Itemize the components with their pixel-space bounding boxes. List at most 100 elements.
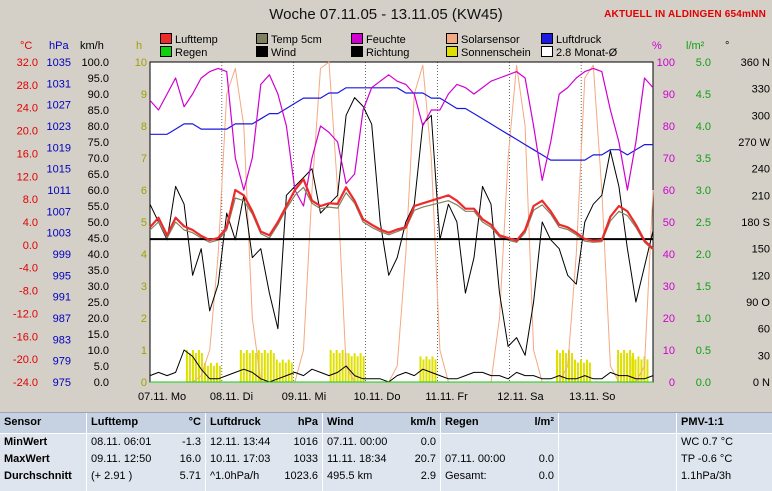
- lufttemp-min: 08.11. 06:01 -1.3: [91, 436, 201, 448]
- wind-tick-label: 45.0: [88, 233, 109, 245]
- series-wind: [149, 349, 654, 383]
- sunshine-bar: [585, 359, 588, 382]
- sunshine-bar: [431, 356, 434, 382]
- sunshine-bar: [646, 359, 649, 382]
- x-tick-label: 08.11. Di: [210, 391, 253, 403]
- sunshine-bar: [617, 350, 620, 382]
- wind-tick-label: 40.0: [88, 249, 109, 261]
- sun-tick-label: 5: [141, 217, 147, 229]
- pmv-dewpoint: TP -0.6 °C: [681, 453, 733, 465]
- sunshine-bar: [185, 350, 188, 382]
- pressure-tick-label: 995: [53, 270, 71, 282]
- sun-tick-label: 1: [141, 345, 147, 357]
- sunshine-bar: [269, 350, 272, 382]
- regen-row-2: 07.11. 00:00 0.0: [445, 453, 554, 465]
- humidity-tick-label: 60: [663, 185, 675, 197]
- humidity-tick-label: 90: [663, 89, 675, 101]
- pressure-tick-label: 1023: [47, 121, 71, 133]
- temp-tick-label: -24.0: [13, 377, 38, 389]
- unit-sun: h: [136, 40, 143, 52]
- regen-total: Gesamt: 0.0: [445, 470, 554, 482]
- col-sensor-header: Sensor: [0, 413, 86, 434]
- pressure-tick-label: 983: [53, 334, 71, 346]
- sunshine-bar: [561, 350, 564, 382]
- wind-max: 11.11. 18:34 20.7: [327, 453, 436, 465]
- wind-tick-label: 85.0: [88, 105, 109, 117]
- wind-tick-label: 50.0: [88, 217, 109, 229]
- sunshine-bar: [558, 353, 561, 382]
- sunshine-bar: [209, 362, 212, 382]
- pressure-tick-label: 999: [53, 249, 71, 261]
- wind-tick-label: 95.0: [88, 73, 109, 85]
- humidity-tick-label: 30: [663, 281, 675, 293]
- unit-rain: l/m²: [686, 40, 705, 52]
- wind-tick-label: 100.0: [81, 57, 109, 69]
- sunshine-bar: [251, 350, 254, 382]
- pressure-tick-label: 1027: [47, 100, 71, 112]
- legend-wind: Wind: [256, 46, 296, 59]
- temp-tick-label: 24.0: [17, 103, 38, 115]
- col-empty: [559, 413, 677, 491]
- sunshine-bar: [254, 353, 257, 382]
- rain-tick-label: 1.0: [696, 313, 711, 325]
- sun-tick-label: 7: [141, 153, 147, 165]
- rain-tick-label: 2.5: [696, 217, 711, 229]
- legend-luftdruck: Luftdruck: [541, 33, 601, 46]
- legend-richtung: Richtung: [351, 46, 409, 59]
- x-tick-label: 10.11. Do: [354, 391, 401, 403]
- pressure-tick-label: 975: [53, 377, 71, 389]
- rain-tick-label: 5.0: [696, 57, 711, 69]
- wind-tick-label: 5.0: [94, 361, 109, 373]
- pressure-tick-label: 991: [53, 292, 71, 304]
- direction-tick-label: 270 W: [738, 137, 770, 149]
- luftdruck-min: 12.11. 13:44 1016: [210, 436, 318, 448]
- lufttemp-avg: (+ 2.91 ) 5.71: [91, 470, 201, 482]
- row-label-avg: Durchschnitt: [4, 470, 72, 482]
- plot-background: [149, 61, 654, 383]
- sunshine-bar: [200, 353, 203, 382]
- sunshine-bar: [203, 362, 206, 382]
- sunshine-bar: [582, 362, 585, 382]
- sunshine-bar: [239, 350, 242, 382]
- temp-tick-label: 8.0: [23, 194, 38, 206]
- legend-sonnenschein: Sonnenschein: [446, 46, 531, 59]
- wind-tick-label: 0.0: [94, 377, 109, 389]
- rain-tick-label: 4.0: [696, 121, 711, 133]
- sunshine-bar: [191, 350, 194, 382]
- sunshine-bar: [623, 350, 626, 382]
- sunshine-bar: [263, 350, 266, 382]
- humidity-tick-label: 50: [663, 217, 675, 229]
- sun-tick-label: 10: [135, 57, 147, 69]
- sunshine-bar: [356, 356, 359, 382]
- direction-tick-label: 330: [752, 84, 770, 96]
- pressure-tick-label: 1003: [47, 228, 71, 240]
- legend-solarsensor: Solarsensor: [446, 33, 520, 46]
- pressure-tick-label: 1035: [47, 57, 71, 69]
- rain-tick-label: 3.0: [696, 185, 711, 197]
- col-sensor: Sensor MinWert MaxWert Durchschnitt: [0, 413, 87, 491]
- humidity-tick-label: 20: [663, 313, 675, 325]
- sunshine-bar: [643, 356, 646, 382]
- pressure-tick-label: 1007: [47, 206, 71, 218]
- legend-temp-5cm: Temp 5cm: [256, 33, 322, 46]
- live-location-notice: AKTUELL IN ALDINGEN 654mNN: [604, 9, 766, 20]
- direction-tick-label: 300: [752, 110, 770, 122]
- legend-feuchte: Feuchte: [351, 33, 406, 46]
- sunshine-bar: [245, 350, 248, 382]
- sunshine-bar: [248, 353, 251, 382]
- sun-tick-label: 9: [141, 89, 147, 101]
- sunshine-bar: [215, 362, 218, 382]
- temp-tick-label: -4.0: [19, 263, 38, 275]
- wind-min: 07.11. 00:00 0.0: [327, 436, 436, 448]
- sunshine-bar: [338, 353, 341, 382]
- sunshine-bar: [284, 362, 287, 382]
- legend-regen: Regen: [160, 46, 207, 59]
- col-luftdruck: Luftdruck hPa 12.11. 13:44 1016 10.11. 17:…: [206, 413, 323, 491]
- chart-plot: 32.028.024.020.016.012.08.04.00.0-4.0-8.…: [13, 57, 771, 403]
- chart-title: Woche 07.11.05 - 13.11.05 (KW45): [269, 6, 503, 23]
- pressure-tick-label: 979: [53, 356, 71, 368]
- sunshine-bar: [629, 350, 632, 382]
- legend-monat-avg: 2.8 Monat-Ø: [541, 46, 617, 59]
- sunshine-bar: [425, 356, 428, 382]
- sunshine-bar: [576, 362, 579, 382]
